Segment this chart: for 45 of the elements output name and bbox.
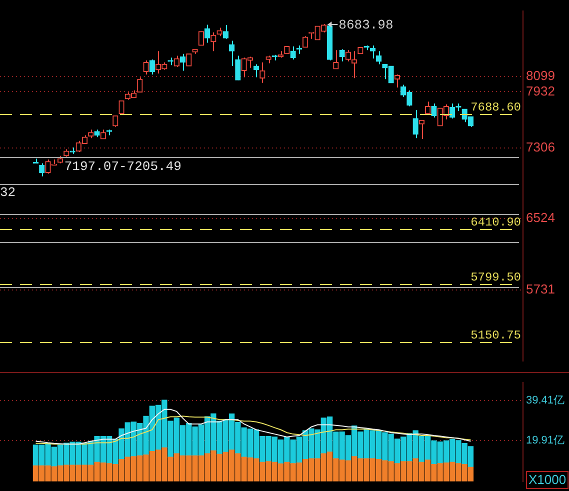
candlestick: [174, 55, 180, 68]
candlestick: [118, 100, 124, 114]
candlestick: [253, 64, 260, 78]
candlestick: [222, 24, 228, 40]
candlestick: [198, 30, 204, 46]
candlestick: [339, 48, 345, 62]
candlestick: [333, 50, 339, 70]
annotation: 8683.98: [338, 17, 394, 32]
ref-line-label: 6410.90: [470, 216, 521, 230]
y-tick-label: 5731: [526, 282, 555, 297]
text: 32: [0, 184, 16, 200]
candlestick: [143, 60, 149, 75]
y-tick-label: 7932: [526, 83, 555, 98]
candlestick: [351, 50, 358, 79]
ref-line-label: 7688.60: [470, 100, 521, 115]
candlestick: [370, 44, 376, 60]
candlestick: [137, 76, 143, 93]
candlestick: [290, 46, 296, 60]
candlestick: [100, 129, 106, 140]
candlestick: [412, 109, 418, 139]
candlestick: [376, 50, 382, 65]
candlestick: [228, 40, 235, 67]
ref-line-label: 5150.75: [470, 328, 521, 343]
y-tick-label: 39.41亿: [526, 394, 565, 406]
candlestick: [424, 101, 431, 114]
candlestick: [235, 55, 241, 81]
candlestick: [180, 53, 186, 72]
y-tick-label: 6524: [526, 210, 555, 226]
y-tick-label: 7306: [526, 140, 555, 155]
candlestick: [418, 120, 425, 140]
candlestick: [210, 32, 216, 52]
y-tick-label: 8099: [526, 68, 555, 84]
candlestick: [302, 36, 308, 48]
candlestick: [149, 59, 155, 75]
ref-line-label: 5799.50: [470, 270, 521, 285]
candlestick: [431, 102, 437, 118]
candlestick: [204, 24, 210, 44]
band-label: 7197.07-7205.49: [64, 158, 182, 174]
text: X1000: [528, 472, 566, 488]
candlestick: [260, 62, 266, 84]
y-tick-label: 19.91亿: [526, 434, 565, 446]
candlestick: [186, 54, 192, 66]
candlestick: [112, 115, 118, 128]
candlestick: [345, 50, 352, 62]
candlestick: [394, 74, 400, 88]
